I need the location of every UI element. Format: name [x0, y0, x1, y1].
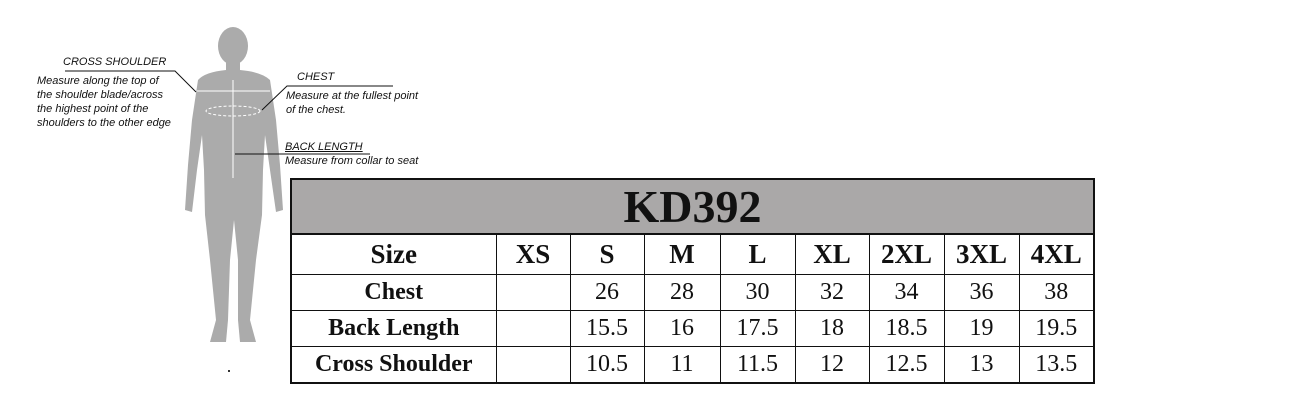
table-cell: 30: [719, 274, 796, 311]
table-cell: 19.5: [1018, 310, 1095, 347]
header-cell: 2XL: [868, 233, 945, 275]
measurement-figure: CROSS SHOULDER Measure along the top of …: [0, 0, 460, 400]
row-label: Chest: [290, 274, 497, 311]
size-chart-table: KD392 Size XS S M L XL 2XL 3XL 4XL Chest…: [290, 178, 1095, 384]
table-row: Back Length 15.5 16 17.5 18 18.5 19 19.5: [290, 310, 1095, 347]
table-cell: 13: [943, 346, 1020, 384]
header-cell: 3XL: [943, 233, 1020, 275]
table-cell: 19: [943, 310, 1020, 347]
header-row: Size XS S M L XL 2XL 3XL 4XL: [290, 233, 1095, 275]
row-label: Cross Shoulder: [290, 346, 497, 384]
desc-line: Measure at the fullest point: [286, 90, 419, 102]
table-cell: 11: [643, 346, 721, 384]
table-cell: 16: [643, 310, 721, 347]
header-cell: L: [719, 233, 796, 275]
desc-line: Measure along the top of: [37, 75, 159, 87]
table-cell: 10.5: [569, 346, 645, 384]
table-title: KD392: [290, 178, 1095, 235]
cross-shoulder-desc: Measure along the top of the shoulder bl…: [37, 74, 171, 130]
table-cell: 12.5: [868, 346, 945, 384]
header-cell: 4XL: [1018, 233, 1095, 275]
table-row: Cross Shoulder 10.5 11 11.5 12 12.5 13 13.5: [290, 346, 1095, 384]
table-cell: 17.5: [719, 310, 796, 347]
table-cell: 18.5: [868, 310, 945, 347]
cross-shoulder-title: CROSS SHOULDER: [63, 56, 167, 68]
table-cell: 18: [794, 310, 870, 347]
header-cell: XL: [794, 233, 870, 275]
desc-line: shoulders to the other edge: [37, 117, 171, 129]
back-length-desc: Measure from collar to seat: [285, 155, 419, 167]
table-cell: 11.5: [719, 346, 796, 384]
header-cell: Size: [290, 233, 497, 275]
body-silhouette-icon: [65, 27, 393, 372]
table-cell: 12: [794, 346, 870, 384]
chest-title: CHEST: [297, 71, 335, 83]
desc-line: of the chest.: [286, 104, 346, 116]
table-cell: [495, 274, 571, 311]
table-cell: 13.5: [1018, 346, 1095, 384]
table-cell: [495, 310, 571, 347]
chest-desc: Measure at the fullest point of the ches…: [286, 89, 418, 117]
table-cell: [495, 346, 571, 384]
header-cell: M: [643, 233, 721, 275]
table-cell: 15.5: [569, 310, 645, 347]
back-length-title: BACK LENGTH: [285, 141, 363, 153]
table-cell: 28: [643, 274, 721, 311]
table-cell: 36: [943, 274, 1020, 311]
row-label: Back Length: [290, 310, 497, 347]
table-cell: 26: [569, 274, 645, 311]
header-cell: S: [569, 233, 645, 275]
table-row: Chest 26 28 30 32 34 36 38: [290, 274, 1095, 311]
table-cell: 34: [868, 274, 945, 311]
table-cell: 32: [794, 274, 870, 311]
header-cell: XS: [495, 233, 571, 275]
desc-line: the shoulder blade/across: [37, 89, 163, 101]
desc-line: the highest point of the: [37, 103, 149, 115]
table-cell: 38: [1018, 274, 1095, 311]
